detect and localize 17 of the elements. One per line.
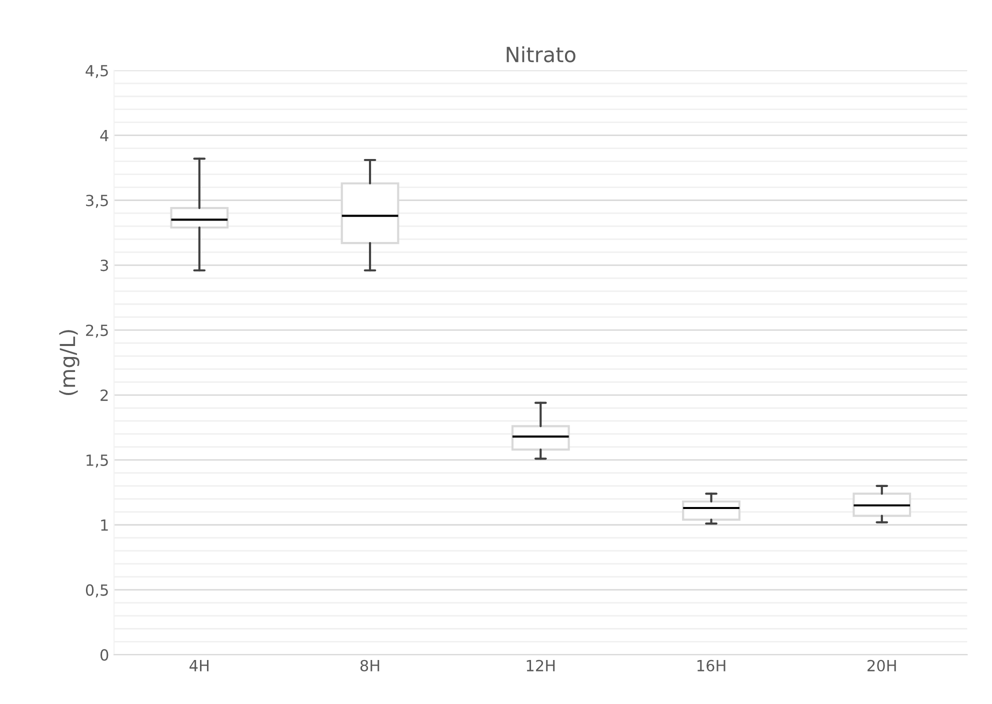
y-tick-label: 0: [100, 649, 108, 661]
chart-title: Nitrato: [506, 46, 576, 62]
y-tick-label: 4: [100, 130, 108, 142]
x-tick-label: 20H: [868, 660, 896, 672]
x-tick-label: 4H: [190, 660, 208, 672]
y-tick-label: 1,5: [86, 454, 108, 468]
y-axis-title: (mg/L): [59, 330, 80, 395]
x-tick-label: 12H: [526, 660, 555, 672]
y-tick-label: 0,5: [86, 584, 108, 598]
x-tick-label: 16H: [697, 660, 726, 672]
x-tick-label: 8H: [360, 660, 380, 672]
y-tick-label: 2: [100, 389, 108, 401]
y-tick-label: 4,5: [86, 65, 108, 78]
y-tick-label: 3: [100, 260, 108, 272]
y-tick-label: 1: [101, 520, 108, 531]
y-tick-label: 2,5: [86, 324, 108, 338]
y-tick-label: 3,5: [86, 194, 108, 208]
